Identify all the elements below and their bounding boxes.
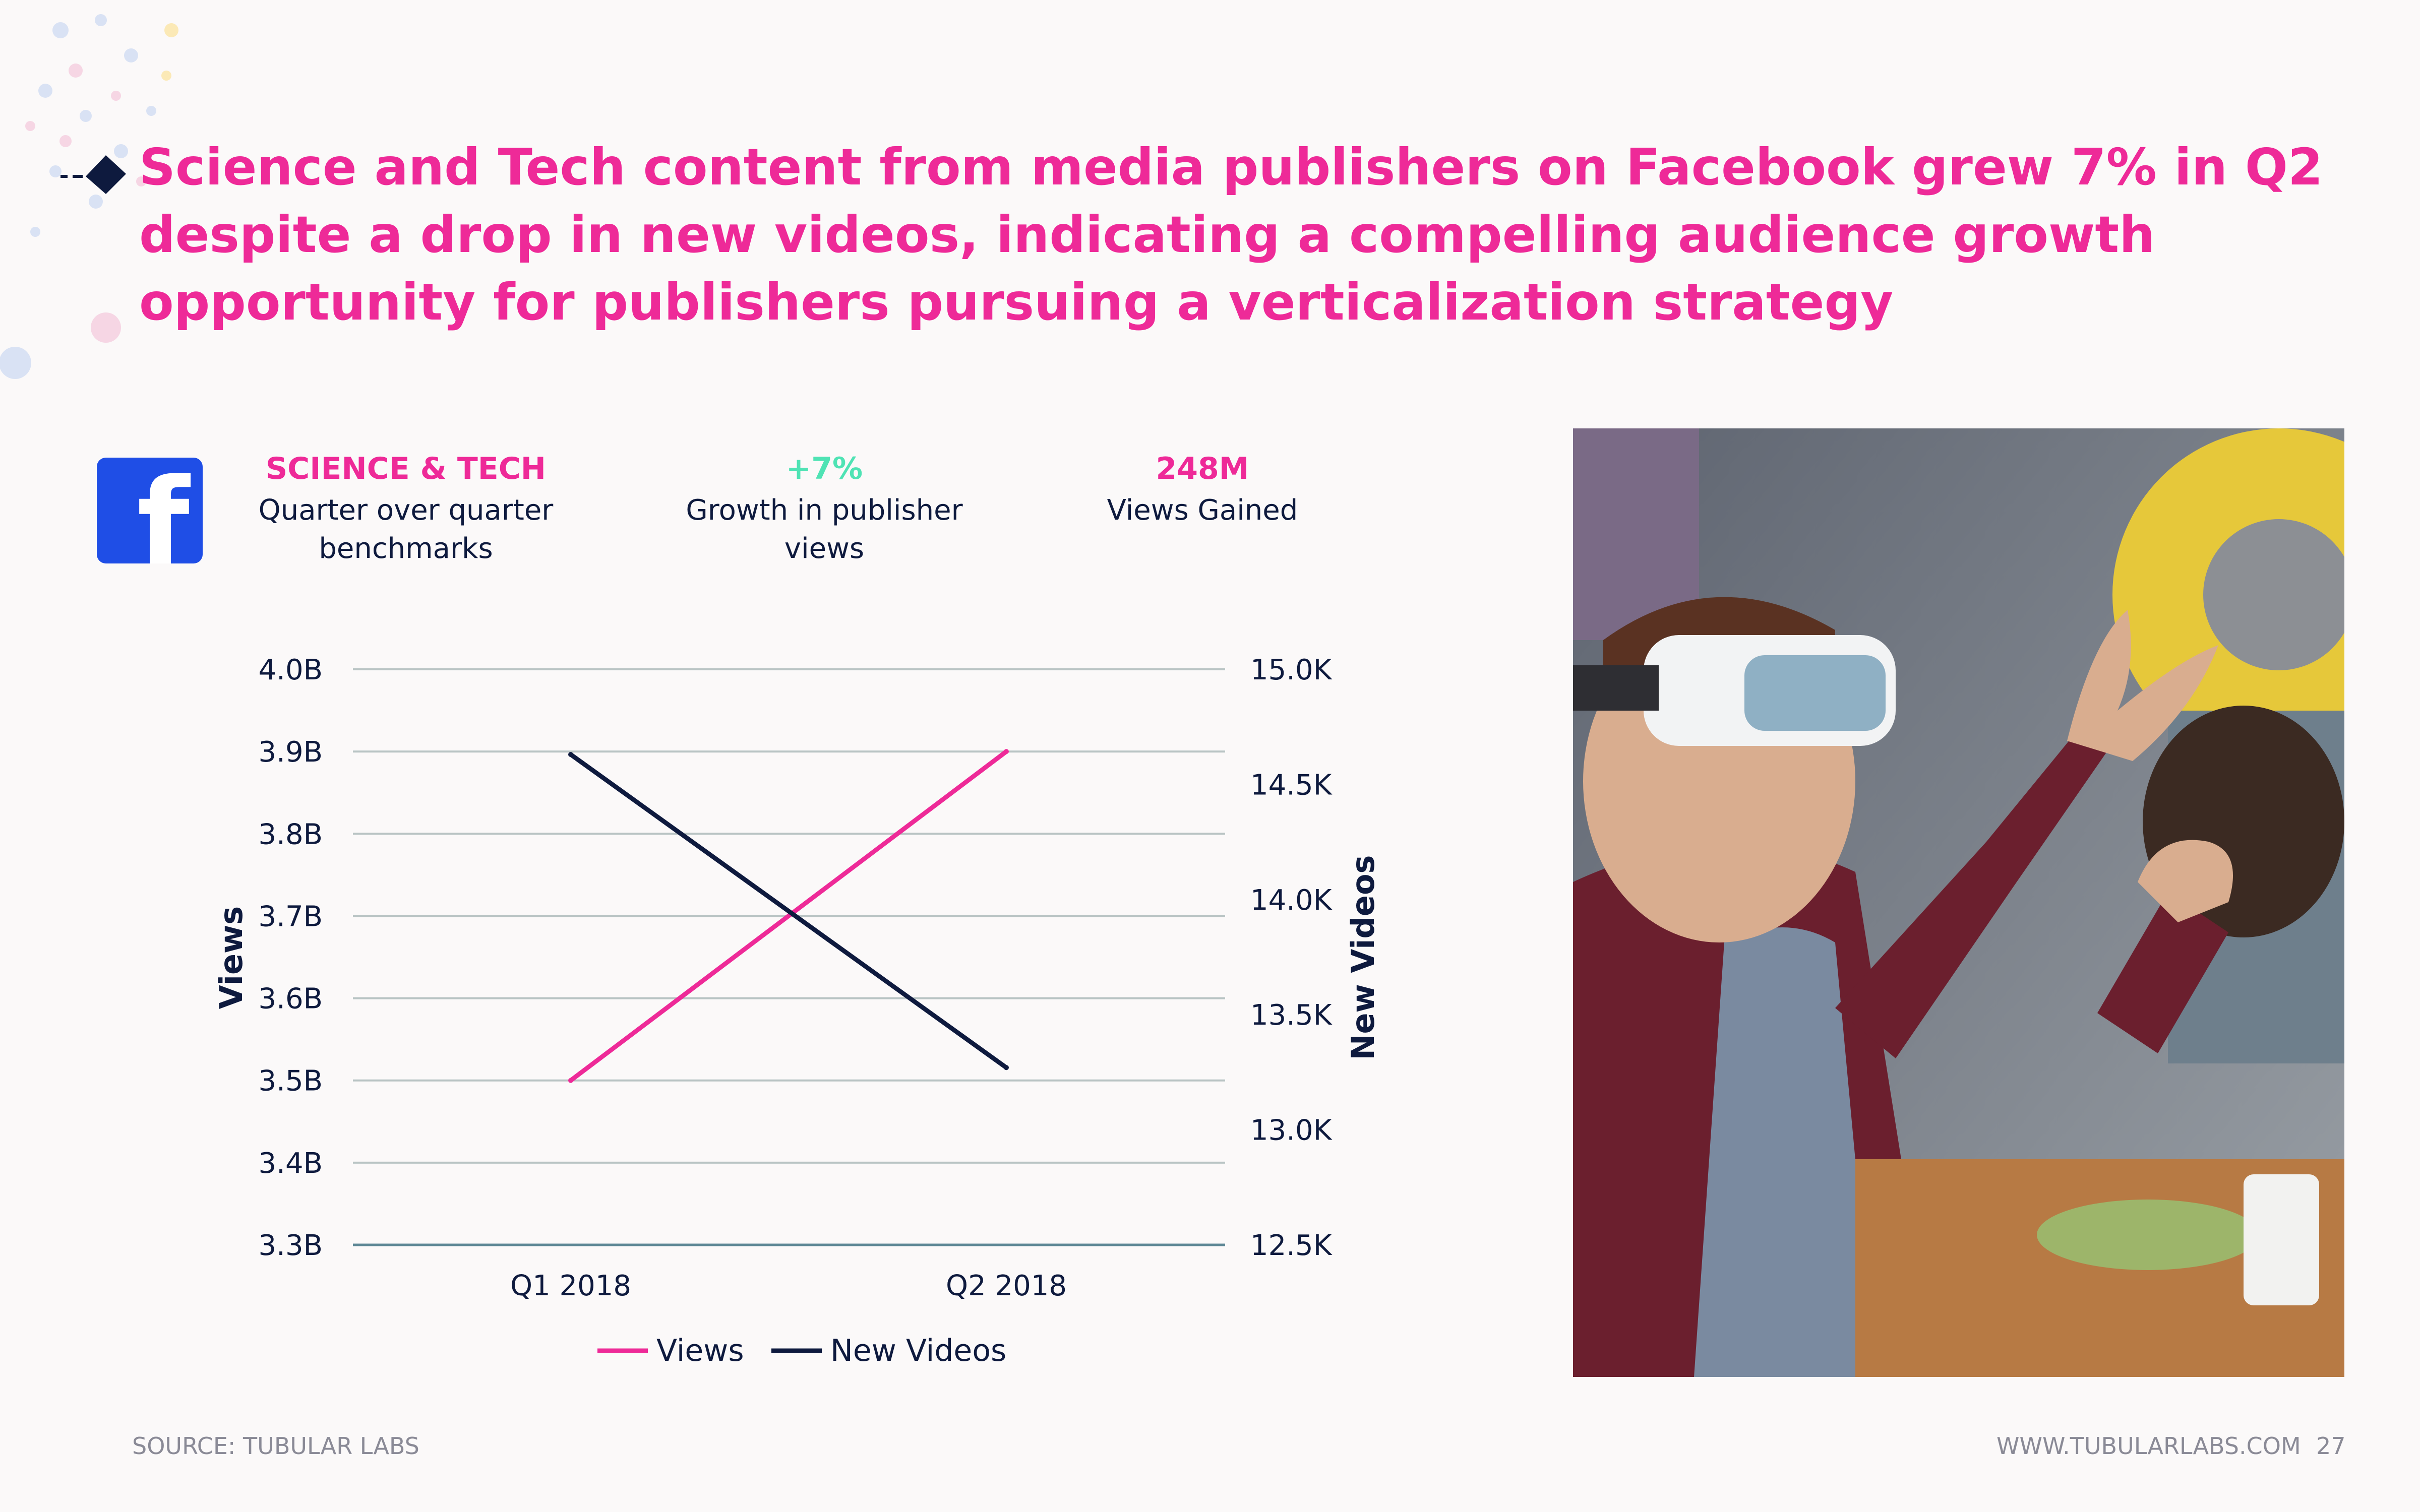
y-left-tick-label: 3.3B <box>259 1229 323 1262</box>
vr-headset-photo <box>1573 428 2344 1377</box>
x-tick-label: Q2 2018 <box>946 1270 1067 1302</box>
footer-page-number: 27 <box>2316 1432 2346 1460</box>
y-right-tick-label: 13.0K <box>1250 1114 1333 1147</box>
y-right-tick-label: 13.5K <box>1250 999 1333 1032</box>
y-left-tick-label: 3.9B <box>259 736 323 769</box>
stat-desc-line2: views <box>784 532 865 565</box>
x-tick-label: Q1 2018 <box>510 1270 631 1302</box>
arrow-bullet-icon <box>60 155 126 194</box>
data-point <box>568 1078 573 1083</box>
stat-desc-line2: benchmarks <box>319 532 493 565</box>
stat-desc-line1: Quarter over quarter <box>258 494 554 527</box>
stat-key: +7% <box>785 451 863 486</box>
legend-label-new-videos: New Videos <box>830 1333 1006 1368</box>
y-left-tick-label: 3.7B <box>259 900 323 933</box>
facebook-logo-icon: f <box>97 458 203 563</box>
footer-website[interactable]: WWW.TUBULARLABS.COM <box>1996 1432 2301 1460</box>
stat-growth: +7% Growth in publisher views <box>666 446 983 568</box>
y-left-tick-label: 3.6B <box>259 983 323 1016</box>
y-right-tick-label: 12.5K <box>1250 1229 1333 1262</box>
headline: Science and Tech content from media publ… <box>139 138 2323 332</box>
y-left-tick-label: 4.0B <box>259 654 323 686</box>
y-left-tick-label: 3.8B <box>259 818 323 851</box>
data-point <box>568 752 573 758</box>
y-right-tick-label: 15.0K <box>1250 654 1333 686</box>
y-right-tick-label: 14.0K <box>1250 884 1333 917</box>
series-line-views <box>568 749 1009 1083</box>
legend-label-views: Views <box>656 1333 744 1368</box>
footer-source: SOURCE: TUBULAR LABS <box>132 1432 419 1460</box>
stat-science-tech: SCIENCE & TECH Quarter over quarter benc… <box>237 446 575 568</box>
data-point <box>1004 1065 1009 1070</box>
stat-desc-line1: Views Gained <box>1107 494 1298 527</box>
stat-desc-line1: Growth in publisher <box>686 494 963 527</box>
y-left-tick-label: 3.5B <box>259 1065 323 1098</box>
series-line-new-videos <box>568 752 1009 1070</box>
decorative-pattern <box>0 14 178 379</box>
data-point <box>1004 749 1009 754</box>
stat-key: SCIENCE & TECH <box>265 451 547 486</box>
stat-views-gained: 248M Views Gained <box>1059 446 1346 530</box>
y-left-tick-label: 3.4B <box>259 1147 323 1180</box>
y-right-axis-title: New Videos <box>1345 855 1381 1060</box>
line-chart: 3.3B 3.4B 3.5B 3.6B 3.7B 3.8B 3.9B 4.0B 12.5K 13.… <box>213 654 1381 1368</box>
y-left-axis-title: Views <box>213 906 250 1009</box>
y-right-tick-label: 14.5K <box>1250 769 1333 801</box>
stat-key: 248M <box>1156 451 1249 486</box>
